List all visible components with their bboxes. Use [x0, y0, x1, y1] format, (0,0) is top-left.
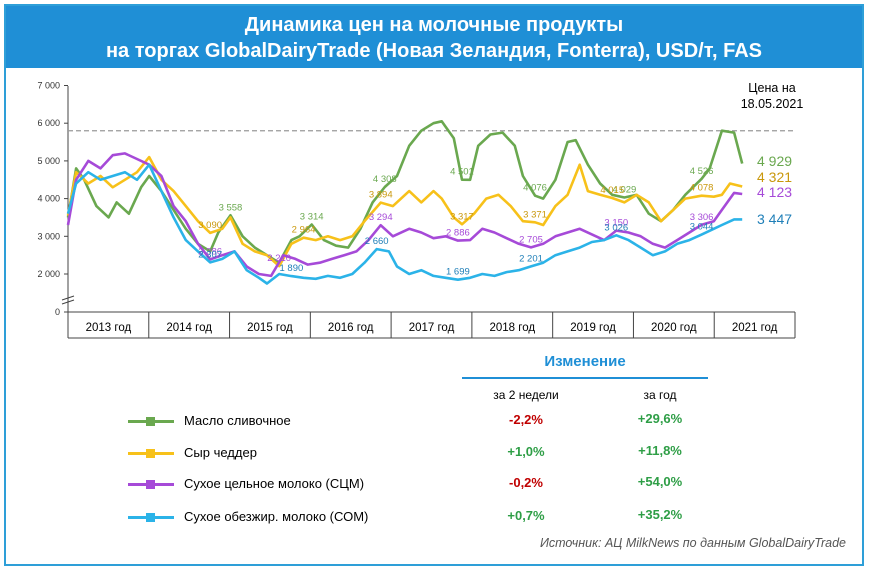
y-tick-label: 3 000: [37, 231, 60, 241]
data-label: 2 386: [198, 246, 222, 257]
data-label: 4 029: [613, 185, 637, 196]
change-2weeks: +0,7%: [507, 508, 545, 523]
data-label: 4 526: [690, 166, 714, 177]
data-label: 3 026: [604, 222, 628, 233]
change-year: +35,2%: [637, 507, 683, 522]
data-label: 4 078: [690, 183, 714, 194]
y-tick-label: 2 000: [37, 269, 60, 279]
chart-title-line1: Динамика цен на молочные продукты: [244, 14, 624, 36]
legend-swatch: [128, 513, 174, 522]
data-label: 3 044: [690, 222, 714, 233]
price-note-line2: 18.05.2021: [741, 97, 804, 111]
change-title: Изменение: [544, 353, 626, 370]
data-label: 1 699: [446, 267, 470, 278]
data-label: 3 150: [604, 218, 628, 229]
series-line-2: [66, 155, 743, 268]
data-label: 3 306: [690, 212, 714, 223]
year-label: 2017 год: [409, 322, 455, 334]
legend-label: Сухое цельное молоко (СЦМ): [184, 476, 365, 491]
series-line-3: [66, 152, 743, 278]
legend-swatch: [128, 480, 174, 489]
final-value-label: 4 123: [757, 184, 792, 200]
y-tick-label: 7 000: [37, 81, 60, 91]
change-2weeks: -0,2%: [509, 475, 543, 490]
col-header-year: за год: [643, 388, 677, 402]
legend-label: Сухое обезжир. молоко (СОМ): [184, 509, 369, 524]
change-2weeks: +1,0%: [507, 444, 545, 459]
final-value-label: 4 321: [757, 169, 792, 185]
data-label: 3 558: [219, 202, 243, 213]
data-label: 3 294: [369, 212, 393, 223]
legend-swatch: [128, 449, 174, 458]
legend-label: Сыр чеддер: [184, 445, 257, 460]
change-year: +29,6%: [637, 411, 683, 426]
data-label: 2 201: [519, 253, 543, 264]
data-label: 3 371: [523, 209, 547, 220]
axis-break-mark: [61, 299, 75, 305]
data-label: 4 501: [450, 167, 474, 178]
year-label: 2016 год: [328, 322, 374, 334]
series-line-1: [66, 120, 744, 264]
change-year: +54,0%: [637, 474, 683, 489]
year-label: 2015 год: [247, 322, 293, 334]
data-label: 3 894: [369, 190, 393, 201]
y-tick-label: 6 000: [37, 118, 60, 128]
data-label: 3 314: [300, 211, 324, 222]
data-label: 2 705: [519, 234, 543, 245]
data-label: 4 076: [523, 183, 547, 194]
data-label: 2 210: [267, 253, 291, 264]
legend-label: Масло сливочное: [184, 413, 291, 428]
series-line-4: [66, 163, 743, 285]
legend-swatch: [128, 417, 174, 426]
chart-title-line2: на торгах GlobalDairyTrade (Новая Зеланд…: [105, 40, 763, 62]
year-label: 2014 год: [166, 322, 212, 334]
change-2weeks: -2,2%: [509, 412, 543, 427]
col-header-2weeks: за 2 недели: [493, 388, 559, 402]
axis-break-mark: [61, 295, 75, 301]
data-label: 4 015: [600, 185, 624, 196]
data-label: 2 660: [365, 236, 389, 247]
data-label: 2 886: [446, 228, 470, 239]
y-tick-label: 5 000: [37, 156, 60, 166]
y-tick-label: 0: [55, 307, 60, 317]
data-label: 4 308: [373, 174, 397, 185]
final-value-label: 4 929: [757, 153, 792, 169]
source-note: Источник: АЦ MilkNews по данным GlobalDa…: [539, 536, 846, 550]
year-label: 2019 год: [570, 322, 616, 334]
title-bar: Динамика цен на молочные продукты на тор…: [6, 6, 862, 68]
price-note-line1: Цена на: [748, 81, 795, 95]
year-label: 2018 год: [489, 322, 535, 334]
chart-frame: [4, 4, 864, 566]
data-label: 2 307: [198, 249, 222, 260]
change-underline: [462, 377, 708, 379]
data-label: 3 317: [450, 211, 474, 222]
year-label: 2021 год: [732, 322, 778, 334]
year-label: 2020 год: [651, 322, 697, 334]
y-tick-label: 4 000: [37, 194, 60, 204]
final-value-label: 3 447: [757, 211, 792, 227]
data-label: 1 890: [279, 263, 303, 274]
year-label: 2013 год: [86, 322, 132, 334]
data-label: 2 964: [292, 225, 316, 236]
data-label: 3 090: [198, 220, 222, 231]
change-year: +11,8%: [638, 443, 682, 458]
